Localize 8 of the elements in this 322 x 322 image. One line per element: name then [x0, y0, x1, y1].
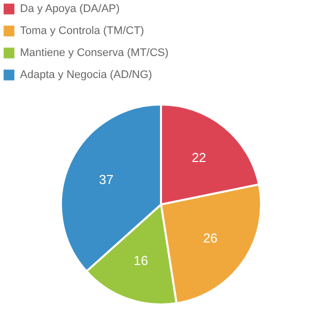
data-label: 37: [98, 172, 114, 188]
data-label: 22: [192, 150, 206, 166]
data-label: 16: [134, 253, 148, 268]
legend-label: Adapta y Negocia (AD/NG): [20, 69, 152, 81]
legend-label: Mantiene y Conserva (MT/CS): [20, 47, 169, 59]
legend-label: Da y Apoya (DA/AP): [20, 3, 120, 15]
data-label: 26: [203, 230, 218, 246]
legend-label: Toma y Controla (TM/CT): [20, 25, 144, 37]
